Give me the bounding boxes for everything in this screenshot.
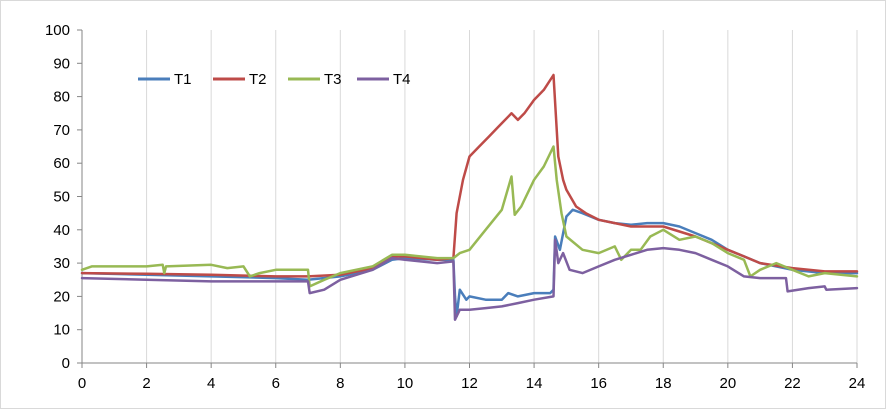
series-line-t4	[80, 238, 859, 321]
x-tick-label: 22	[784, 375, 801, 392]
y-tick-label: 100	[45, 22, 70, 39]
y-tick-label: 90	[53, 55, 70, 72]
y-tick-label: 30	[53, 255, 70, 272]
legend-label-t3: T3	[324, 71, 342, 88]
y-tick-label: 40	[53, 222, 70, 239]
x-tick-label: 10	[397, 375, 414, 392]
x-tick-label: 8	[336, 375, 344, 392]
y-tick-label: 80	[53, 89, 70, 106]
y-tick-label: 20	[53, 288, 70, 305]
legend-label-t2: T2	[249, 71, 267, 88]
y-tick-label: 50	[53, 189, 70, 206]
y-tick-label: 70	[53, 122, 70, 139]
x-tick-label: 4	[207, 375, 215, 392]
x-tick-label: 16	[590, 375, 607, 392]
x-tick-label: 12	[461, 375, 478, 392]
legend-label-t4: T4	[393, 71, 411, 88]
legend-label-t1: T1	[174, 71, 192, 88]
x-tick-label: 20	[719, 375, 736, 392]
x-tick-label: 6	[272, 375, 280, 392]
y-tick-label: 10	[53, 322, 70, 339]
y-tick-label: 60	[53, 155, 70, 172]
series-line-t3	[80, 145, 859, 288]
y-tick-label: 0	[62, 355, 70, 372]
x-tick-label: 18	[655, 375, 672, 392]
x-tick-label: 14	[526, 375, 543, 392]
x-tick-label: 2	[142, 375, 150, 392]
series-line-t2	[80, 73, 859, 278]
x-tick-label: 0	[78, 375, 86, 392]
x-tick-label: 24	[849, 375, 866, 392]
